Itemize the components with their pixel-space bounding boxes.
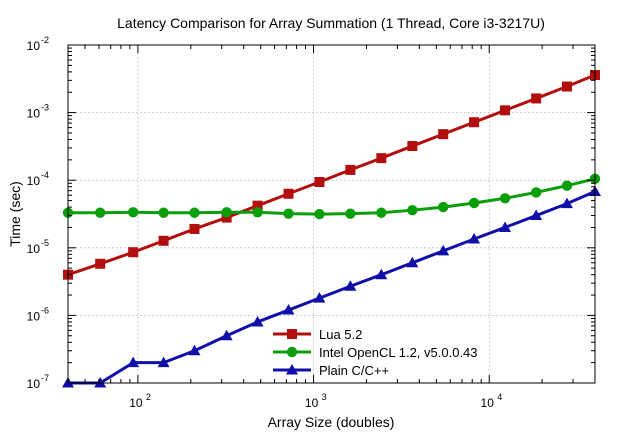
x-tick-exponent: 4	[497, 392, 502, 402]
data-point-circle	[283, 208, 294, 219]
data-point-circle	[438, 201, 449, 213]
data-point-triangle	[313, 292, 326, 303]
legend: Lua 5.2 Intel OpenCL 1.2, v5.0.0.43 Plain …	[273, 327, 478, 378]
data-point-circle	[499, 193, 511, 204]
data-point-square	[531, 93, 542, 104]
x-tick-label: 10	[305, 396, 319, 410]
data-point-triangle	[560, 197, 573, 209]
data-point-triangle	[127, 356, 140, 368]
x-axis-label: Array Size (doubles)	[268, 414, 395, 430]
x-tick-exponent: 3	[322, 392, 327, 402]
x-tick-exponent: 2	[146, 392, 151, 402]
y-tick-exponent: -6	[41, 305, 49, 315]
y-tick-label: 10	[27, 377, 41, 391]
data-point-square	[407, 141, 418, 152]
data-point-circle	[561, 180, 573, 191]
data-point-square	[189, 223, 200, 234]
data-point-square	[283, 188, 294, 199]
y-tick-exponent: -4	[41, 170, 49, 180]
data-point-triangle	[375, 268, 388, 280]
data-point-circle	[407, 204, 418, 216]
data-point-circle	[252, 207, 263, 218]
data-point-triangle	[499, 221, 512, 232]
data-point-circle	[530, 187, 542, 198]
y-tick-label: 10	[27, 174, 41, 188]
y-tick-label: 10	[27, 242, 41, 256]
y-tick-label: 10	[27, 39, 41, 53]
y-tick-exponent: -7	[41, 373, 49, 383]
data-point-square	[314, 177, 325, 188]
series-square	[63, 69, 600, 280]
y-tick-exponent: -3	[41, 103, 49, 113]
data-point-square	[158, 235, 169, 246]
legend-label-triangle: Plain C/C++	[319, 363, 389, 378]
data-point-square	[252, 200, 263, 211]
chart-title: Latency Comparison for Array Summation (…	[117, 15, 545, 31]
data-point-circle	[189, 207, 200, 218]
legend-label-circle: Intel OpenCL 1.2, v5.0.0.43	[319, 345, 478, 360]
legend-label-square: Lua 5.2	[319, 327, 362, 342]
x-tick-label: 10	[481, 396, 495, 410]
data-point-triangle	[251, 315, 264, 327]
data-point-circle	[127, 207, 139, 218]
data-point-triangle	[157, 356, 170, 368]
x-tick-label: 10	[129, 396, 143, 410]
axis-ticks: 10 2 10 3 10 410 -710 -610 -510 -410 -310 -2	[27, 35, 596, 410]
data-point-circle	[468, 197, 480, 209]
series-line-square	[67, 73, 596, 277]
data-point-triangle	[344, 280, 357, 291]
data-point-square	[95, 258, 106, 269]
legend-marker-square	[287, 329, 297, 339]
data-point-triangle	[437, 244, 450, 256]
data-point-triangle	[188, 344, 201, 356]
data-point-circle	[314, 208, 325, 220]
y-tick-exponent: -2	[41, 35, 49, 45]
data-point-square	[376, 153, 387, 164]
data-point-triangle	[530, 209, 543, 221]
plot-frame	[67, 44, 596, 384]
y-axis-label: Time (sec)	[7, 181, 23, 247]
y-tick-label: 10	[27, 309, 41, 323]
legend-marker-circle	[286, 346, 298, 358]
series-line-triangle	[68, 190, 596, 385]
data-point-square	[345, 164, 356, 175]
series-layer	[62, 69, 601, 388]
data-point-square	[500, 105, 511, 116]
data-point-triangle	[282, 304, 295, 315]
data-point-circle	[158, 207, 169, 218]
y-tick-label: 10	[27, 107, 41, 121]
legend-marker-triangle	[286, 364, 298, 375]
data-point-circle	[345, 208, 356, 219]
data-point-triangle	[468, 232, 481, 244]
data-point-square	[469, 117, 480, 128]
data-point-square	[561, 81, 572, 92]
series-circle	[62, 173, 601, 220]
data-point-circle	[221, 207, 232, 218]
data-point-triangle	[220, 329, 233, 341]
data-point-square	[128, 247, 139, 258]
data-point-square	[221, 212, 232, 223]
y-tick-exponent: -5	[41, 238, 49, 248]
series-line-circle	[68, 177, 596, 216]
data-point-square	[438, 129, 449, 140]
data-point-circle	[94, 207, 106, 218]
data-point-triangle	[94, 377, 107, 388]
data-point-circle	[376, 207, 387, 218]
data-point-triangle	[406, 256, 419, 268]
